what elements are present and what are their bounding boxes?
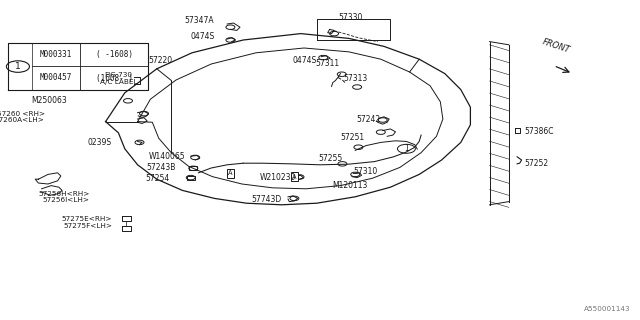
- Text: 57260A<LH>: 57260A<LH>: [0, 117, 45, 123]
- Text: 1: 1: [404, 144, 409, 153]
- Text: A: A: [228, 171, 233, 176]
- Text: 57220: 57220: [148, 56, 173, 65]
- Text: W140065: W140065: [149, 152, 186, 161]
- Text: 57347A: 57347A: [185, 16, 214, 25]
- Text: 57252: 57252: [525, 159, 549, 168]
- Text: 57311: 57311: [315, 60, 339, 68]
- Text: FRONT: FRONT: [541, 37, 571, 54]
- Text: 57386C: 57386C: [525, 127, 554, 136]
- Text: 57243B: 57243B: [147, 164, 176, 172]
- Bar: [189, 166, 197, 170]
- Text: M120113: M120113: [333, 181, 368, 190]
- Text: 57242: 57242: [356, 116, 381, 124]
- Text: 57313: 57313: [344, 74, 368, 83]
- Text: 57251: 57251: [340, 133, 365, 142]
- Text: 0474S: 0474S: [190, 32, 214, 41]
- Text: 57275F<LH>: 57275F<LH>: [63, 223, 112, 228]
- Text: A: A: [292, 174, 297, 180]
- Text: 57330: 57330: [339, 13, 363, 22]
- Text: A/C LABEL: A/C LABEL: [100, 79, 137, 84]
- Text: M250063: M250063: [31, 96, 67, 105]
- Text: 57254: 57254: [145, 174, 170, 183]
- Text: (1608- ): (1608- ): [96, 74, 132, 83]
- Text: FIG.730: FIG.730: [104, 72, 132, 78]
- Text: 57743D: 57743D: [252, 196, 282, 204]
- Text: 57260 <RH>: 57260 <RH>: [0, 111, 45, 116]
- Text: 57255: 57255: [318, 154, 342, 163]
- Text: 0239S: 0239S: [88, 138, 112, 147]
- Text: 57310: 57310: [353, 167, 378, 176]
- Text: M000331: M000331: [40, 50, 72, 59]
- Text: 57256I<LH>: 57256I<LH>: [43, 197, 90, 203]
- Text: W210230: W210230: [260, 173, 296, 182]
- Text: 57256H<RH>: 57256H<RH>: [38, 191, 90, 196]
- Bar: [187, 176, 195, 180]
- Text: A550001143: A550001143: [584, 306, 630, 312]
- Text: 1: 1: [15, 62, 20, 71]
- Text: ( -1608): ( -1608): [96, 50, 132, 59]
- Text: 57275E<RH>: 57275E<RH>: [61, 216, 112, 222]
- Text: 0474S: 0474S: [292, 56, 317, 65]
- Text: M000457: M000457: [40, 74, 72, 83]
